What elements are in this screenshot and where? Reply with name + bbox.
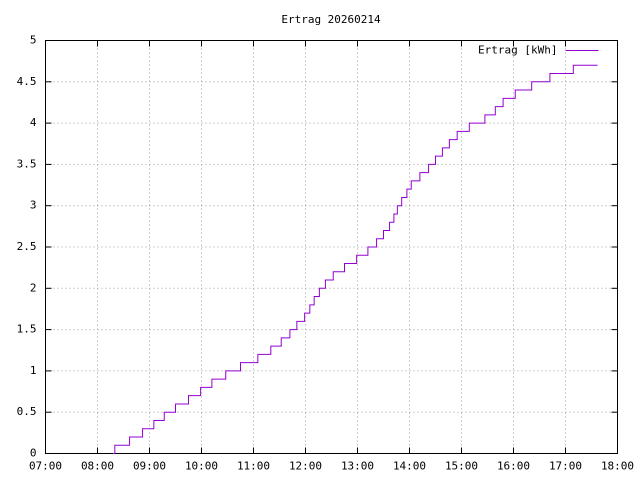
plot-frame xyxy=(45,40,618,454)
chart-title: Ertrag 20260214 xyxy=(281,13,381,26)
x-tick-label: 11:00 xyxy=(237,460,270,473)
y-tick-label: 3.5 xyxy=(17,157,37,170)
legend-label: Ertrag [kWh] xyxy=(478,44,557,57)
x-tick-label: 10:00 xyxy=(185,460,218,473)
x-tick-label: 16:00 xyxy=(497,460,530,473)
y-tick-label: 1.5 xyxy=(17,323,37,336)
x-tick-label: 12:00 xyxy=(289,460,322,473)
y-tick-label: 2.5 xyxy=(17,240,37,253)
data-line xyxy=(113,64,598,454)
y-tick-label: 1 xyxy=(30,364,37,377)
y-tick-label: 0.5 xyxy=(17,405,37,418)
y-tick-label: 4 xyxy=(30,116,37,129)
x-tick-label: 18:00 xyxy=(601,460,634,473)
y-tick-label: 0 xyxy=(30,447,37,460)
x-tick-label: 13:00 xyxy=(341,460,374,473)
y-tick-label: 4.5 xyxy=(17,75,37,88)
y-tick-label: 5 xyxy=(30,34,37,47)
y-tick-label: 3 xyxy=(30,199,37,212)
x-tick-label: 07:00 xyxy=(29,460,62,473)
x-tick-label: 14:00 xyxy=(393,460,426,473)
y-tick-label: 2 xyxy=(30,281,37,294)
x-tick-label: 09:00 xyxy=(133,460,166,473)
x-tick-label: 17:00 xyxy=(549,460,582,473)
x-tick-label: 08:00 xyxy=(81,460,114,473)
x-tick-label: 15:00 xyxy=(445,460,478,473)
